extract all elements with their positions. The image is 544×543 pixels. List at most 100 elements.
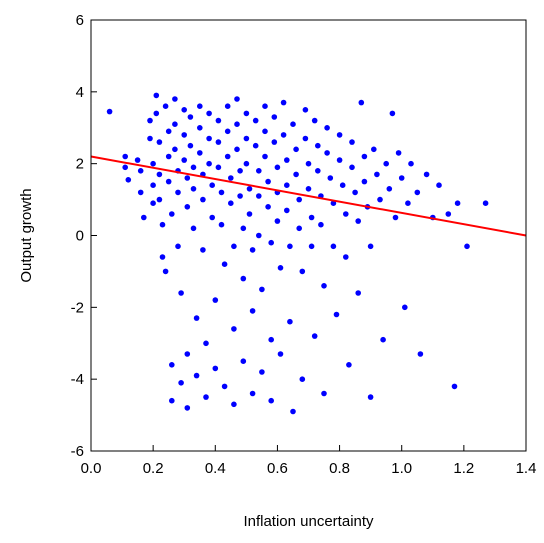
data-point xyxy=(262,103,268,109)
data-point xyxy=(293,171,299,178)
data-point xyxy=(206,160,212,167)
data-point xyxy=(408,160,414,167)
data-point xyxy=(162,268,169,275)
data-point xyxy=(172,121,178,127)
data-point xyxy=(209,214,215,221)
data-point xyxy=(336,157,343,163)
data-point xyxy=(240,275,247,282)
data-point xyxy=(169,362,175,368)
data-point xyxy=(153,92,160,99)
data-point xyxy=(371,146,377,153)
data-point xyxy=(284,207,290,214)
x-tick-label: 1.0 xyxy=(391,460,412,477)
data-point xyxy=(165,178,172,185)
data-point xyxy=(197,103,203,109)
data-point xyxy=(349,139,355,145)
data-point xyxy=(389,110,396,117)
data-point xyxy=(293,146,299,153)
data-point xyxy=(324,150,330,156)
data-point xyxy=(181,157,187,163)
data-point xyxy=(386,186,393,192)
data-point xyxy=(184,204,191,210)
data-point xyxy=(451,383,458,390)
data-point xyxy=(150,200,156,206)
data-point xyxy=(274,218,281,224)
x-tick-label: 0.2 xyxy=(143,460,164,477)
data-point xyxy=(259,369,265,375)
data-point xyxy=(280,132,287,138)
data-point xyxy=(249,308,256,314)
data-point xyxy=(290,408,296,415)
data-point xyxy=(246,186,253,192)
data-point xyxy=(190,164,197,171)
data-point xyxy=(333,311,340,318)
data-point xyxy=(159,221,166,228)
y-tick-label: 0 xyxy=(76,228,84,245)
data-point xyxy=(287,243,293,250)
data-point xyxy=(330,200,337,206)
data-point xyxy=(159,254,166,260)
data-point xyxy=(252,142,259,149)
data-point xyxy=(271,114,278,120)
data-point xyxy=(299,268,306,275)
data-point xyxy=(274,164,281,171)
data-point xyxy=(252,117,259,124)
data-point xyxy=(169,397,175,404)
data-point xyxy=(315,168,321,174)
data-point xyxy=(355,290,362,296)
data-point xyxy=(172,146,178,153)
data-point xyxy=(296,225,303,232)
data-point xyxy=(122,164,128,171)
data-point xyxy=(361,178,368,185)
data-point xyxy=(197,150,203,156)
data-point xyxy=(234,146,240,153)
data-point xyxy=(184,175,191,181)
data-point xyxy=(172,96,178,102)
data-point xyxy=(339,182,346,188)
data-point xyxy=(380,336,386,343)
y-tick-label: -6 xyxy=(71,443,84,460)
data-point xyxy=(221,261,228,268)
data-point xyxy=(175,243,181,250)
data-point xyxy=(414,189,421,196)
data-point xyxy=(367,394,374,400)
data-point xyxy=(259,286,265,293)
regression-line-layer xyxy=(90,155,527,237)
data-point xyxy=(125,177,132,183)
data-point xyxy=(215,139,222,145)
data-point xyxy=(187,114,194,120)
data-point xyxy=(181,132,187,138)
x-tick-label: 0.4 xyxy=(205,460,226,477)
data-point xyxy=(336,132,343,138)
data-point xyxy=(187,142,194,149)
x-tick-label: 1.4 xyxy=(516,460,537,477)
data-point xyxy=(212,297,219,303)
data-point xyxy=(398,175,405,181)
data-point xyxy=(308,243,315,250)
data-point xyxy=(402,304,408,311)
data-point xyxy=(311,333,318,339)
data-point xyxy=(231,401,237,408)
x-tick-label: 1.2 xyxy=(453,460,474,477)
data-point xyxy=(153,110,160,117)
data-point xyxy=(134,157,141,163)
data-point xyxy=(206,110,212,117)
data-point xyxy=(224,128,231,135)
data-point xyxy=(249,390,256,397)
data-point xyxy=(361,153,368,160)
data-point xyxy=(265,178,271,185)
data-point xyxy=(436,182,442,188)
data-point xyxy=(184,405,191,411)
data-point xyxy=(206,135,212,142)
data-point xyxy=(156,139,163,145)
data-point xyxy=(156,196,163,203)
data-point xyxy=(327,175,334,181)
data-point xyxy=(243,160,250,167)
data-point xyxy=(321,283,327,289)
data-point xyxy=(184,351,191,357)
data-point xyxy=(255,193,262,199)
data-point xyxy=(343,211,349,217)
data-point xyxy=(330,243,337,250)
data-point xyxy=(417,351,424,357)
data-point xyxy=(122,153,128,160)
